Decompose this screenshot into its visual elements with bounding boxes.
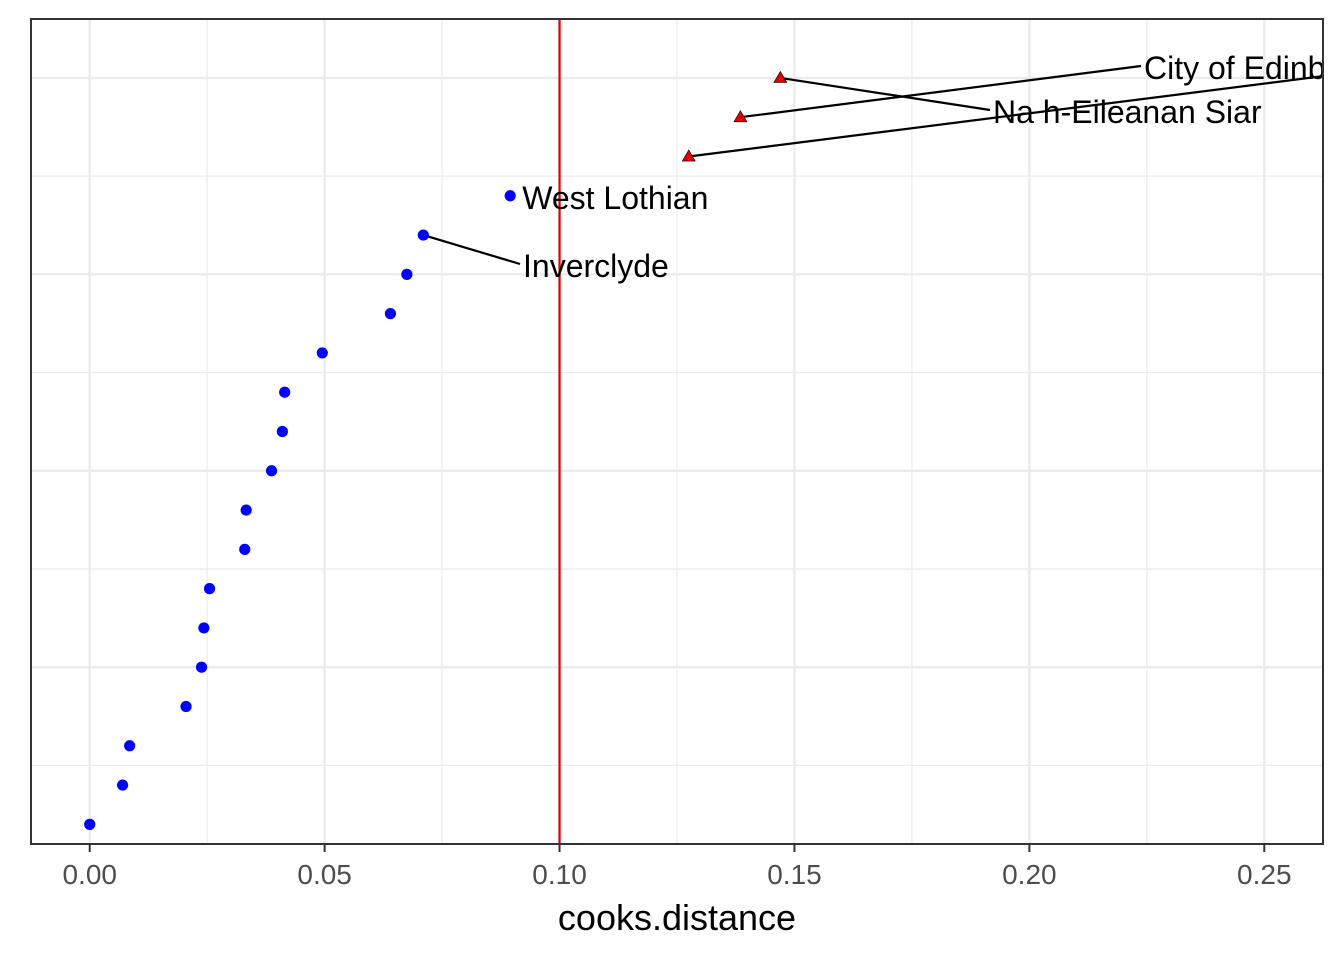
data-point — [276, 425, 288, 438]
data-point — [384, 308, 397, 320]
data-point-triangle — [681, 149, 696, 162]
data-point — [203, 583, 216, 595]
data-point-triangle — [733, 110, 748, 123]
leader-line — [740, 64, 1142, 119]
data-point — [198, 622, 210, 634]
data-point — [504, 190, 516, 202]
data-point — [316, 347, 328, 359]
data-point — [117, 779, 129, 791]
leader-line — [422, 234, 521, 266]
data-point — [195, 661, 208, 673]
x-axis: 0.00 0.05 0.10 0.15 0.20 0.25 — [62, 844, 1292, 890]
point-label: City of Edinburgh — [1144, 50, 1344, 86]
data-point — [265, 465, 278, 477]
data-point-triangle — [773, 70, 788, 83]
data-point — [239, 543, 251, 555]
point-label: Inverclyde — [523, 248, 669, 284]
panel-border — [30, 18, 1324, 845]
x-tick-label: 0.20 — [1002, 859, 1057, 890]
data-point — [180, 700, 192, 713]
x-tick-label: 0.00 — [62, 859, 117, 890]
point-label: West Lothian — [522, 180, 708, 216]
data-point — [417, 229, 429, 241]
x-tick-label: 0.15 — [767, 859, 822, 890]
data-point — [84, 818, 96, 830]
grid — [31, 19, 1323, 844]
leader-line — [780, 76, 991, 112]
data-point — [401, 268, 413, 280]
data-point — [240, 504, 252, 516]
x-tick-label: 0.25 — [1237, 859, 1292, 890]
x-axis-title: cooks.distance — [558, 897, 796, 938]
x-tick-label: 0.05 — [297, 859, 352, 890]
leader-lines — [422, 64, 1323, 266]
leader-line — [688, 75, 1323, 158]
point-label: Na h-Eileanan Siar — [993, 94, 1262, 130]
data-point — [124, 740, 136, 752]
x-tick-label: 0.10 — [532, 859, 587, 890]
data-points — [84, 70, 788, 830]
point-labels: West Lothian Inverclyde City of Edinburgh N… — [522, 50, 1344, 284]
data-point — [279, 386, 291, 398]
